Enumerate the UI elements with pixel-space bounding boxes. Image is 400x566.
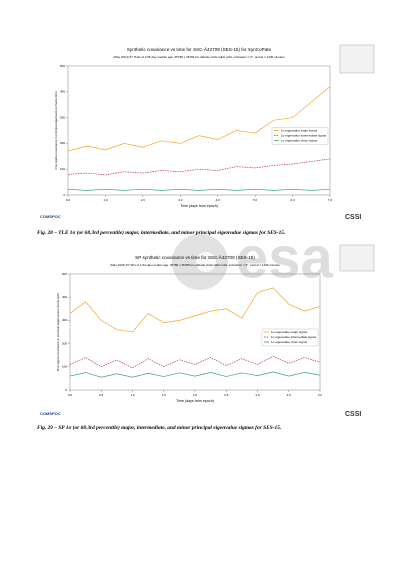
- y-tick-label: 300: [62, 318, 67, 322]
- series-line: [69, 355, 321, 369]
- series-line: [69, 287, 321, 333]
- legend-label: 1σ eigenvalue major sigma: [281, 128, 317, 132]
- watermark: esa: [236, 225, 334, 290]
- y-tick-label: 400: [62, 295, 67, 299]
- x-axis-label: Time (days from epoch): [180, 204, 218, 208]
- y-tick-label: 500: [60, 64, 65, 68]
- logo-right: CSSI: [345, 214, 361, 221]
- chart-title: Synthetic covariance vs time for SSC-Ä42…: [127, 46, 272, 52]
- series-line: [69, 371, 321, 378]
- x-tick-label: 3.5: [287, 393, 292, 397]
- y-tick-label: 100: [62, 365, 67, 369]
- legend-label: 1σ eigenvalue intermediate sigma: [281, 133, 326, 137]
- logo-left: COMSPOC: [40, 214, 61, 219]
- legend-label: 1σ eigenvalue minor sigma: [271, 340, 307, 344]
- x-tick-label: 2.0: [141, 198, 146, 202]
- x-tick-label: 2.5: [224, 393, 229, 397]
- y-tick-label: 200: [62, 341, 67, 345]
- legend-label: 1σ eigenvalue intermediate sigma: [271, 335, 316, 339]
- x-tick-label: 1.0: [103, 198, 108, 202]
- caption: Fig. 29 – SP 1σ (or 68.3rd percentile) m…: [37, 424, 281, 431]
- y-axis-label: One sigma covariance in principal eigenv…: [56, 293, 60, 371]
- legend-label: 1σ eigenvalue major sigma: [271, 330, 307, 334]
- y-tick-label: 200: [60, 141, 65, 145]
- x-tick-label: 2.0: [193, 393, 198, 397]
- x-tick-label: 1.0: [130, 393, 135, 397]
- chart-subtitle: (May 2024) 57 TLEs of 3.65-day median ag…: [113, 55, 285, 59]
- y-tick-label: 100: [60, 167, 65, 171]
- legend-label: 1σ eigenvalue minor sigma: [281, 138, 317, 142]
- series-line: [67, 86, 331, 152]
- watermark-mark: [196, 252, 216, 272]
- y-tick-label: 0: [65, 388, 67, 392]
- x-tick-label: 0.5: [99, 393, 104, 397]
- x-tick-label: 4.0: [216, 198, 221, 202]
- logo-left: COMSPOC: [40, 411, 61, 416]
- plot-area: [67, 65, 331, 196]
- x-tick-label: 5.0: [253, 198, 258, 202]
- x-tick-label: 3.0: [178, 198, 183, 202]
- chart-subtitle: (May 2024) 57 SPs of 1.52-day median age…: [110, 263, 280, 267]
- x-tick-label: 0.0: [68, 393, 73, 397]
- info-box: [339, 244, 375, 272]
- chart-title: SP synthetic covariance vs time for SSC-…: [135, 254, 255, 260]
- x-axis-label: Time (days from epoch): [176, 399, 214, 403]
- x-tick-label: 7.0: [328, 198, 333, 202]
- x-tick-label: 6.0: [290, 198, 295, 202]
- logo-right: CSSI: [345, 411, 361, 418]
- x-tick-label: 3.0: [255, 393, 260, 397]
- y-tick-label: 300: [60, 115, 65, 119]
- y-axis-label: One sigma covariance in principal eigenv…: [54, 91, 58, 169]
- x-tick-label: 4.0: [318, 393, 323, 397]
- x-tick-label: 0.0: [66, 198, 71, 202]
- series-line: [67, 188, 331, 191]
- y-tick-label: 400: [60, 90, 65, 94]
- y-tick-label: 500: [62, 272, 67, 276]
- caption: Fig. 28 – TLE 1σ (or 68.3rd percentile) …: [37, 229, 285, 236]
- legend-box: [261, 328, 319, 347]
- legend-box: [271, 127, 329, 145]
- series-line: [67, 158, 331, 176]
- y-tick-label: 0: [63, 193, 65, 197]
- info-box: [339, 44, 375, 74]
- x-tick-label: 1.5: [162, 393, 167, 397]
